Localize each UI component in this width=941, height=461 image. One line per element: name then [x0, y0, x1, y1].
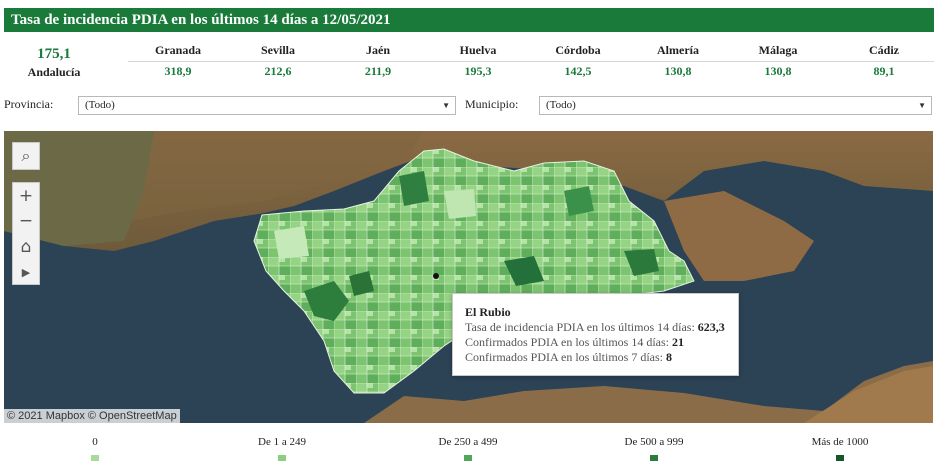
tooltip-line-label: Tasa de incidencia PDIA en los últimos 1… [465, 320, 698, 334]
legend-swatch [278, 455, 286, 461]
province-name: Córdoba [555, 43, 601, 57]
municipality-dark[interactable] [504, 256, 544, 286]
zoom-out-icon: − [18, 211, 34, 231]
municipio-label: Municipio: [465, 97, 519, 111]
province-jaen[interactable]: Jaén 211,9 [328, 40, 428, 82]
provincia-select-value: (Todo) [85, 99, 115, 111]
tooltip-line-label: Confirmados PDIA en los últimos 7 días: [465, 350, 666, 364]
municipality-mid[interactable] [564, 186, 594, 216]
selected-marker[interactable] [433, 273, 439, 279]
home-button[interactable]: ⌂ [13, 235, 39, 259]
province-value: 211,9 [364, 64, 392, 78]
province-cordoba[interactable]: Córdoba 142,5 [528, 40, 628, 82]
municipio-select[interactable]: (Todo) ▼ [539, 96, 932, 115]
andalucia-value: 175,1 [37, 46, 71, 62]
province-value: 130,8 [664, 64, 692, 78]
satellite-map [4, 131, 933, 423]
province-value: 89,1 [873, 64, 895, 78]
province-huelva[interactable]: Huelva 195,3 [428, 40, 528, 82]
municipality-light[interactable] [274, 226, 309, 259]
province-name: Granada [154, 43, 201, 57]
tooltip-line: Confirmados PDIA en los últimos 14 días:… [465, 335, 726, 350]
andalucia-label: Andalucía [27, 65, 81, 79]
africa-land-east [804, 366, 933, 423]
province-name: Málaga [758, 43, 798, 57]
legend-label: 0 [92, 436, 98, 448]
legend-label: De 250 a 499 [438, 436, 498, 448]
africa-land [364, 361, 933, 423]
map-tooltip: El Rubio Tasa de incidencia PDIA en los … [452, 293, 739, 376]
legend-label: De 1 a 249 [258, 436, 306, 448]
incidence-map[interactable]: ⌕ + − ⌂ ▶ © 2021 Mapbox © OpenStreetMap … [4, 131, 933, 423]
home-icon: ⌂ [20, 237, 32, 257]
play-button[interactable]: ▶ [13, 260, 39, 284]
provincia-label: Provincia: [4, 97, 54, 111]
province-name: Almería [657, 43, 699, 57]
province-divider [128, 61, 934, 62]
legend-swatch [91, 455, 99, 461]
province-value: 212,6 [264, 64, 292, 78]
chevron-down-icon[interactable]: ▼ [918, 101, 926, 110]
east-land [664, 191, 814, 281]
province-name: Jaén [366, 43, 390, 57]
search-icon: ⌕ [21, 146, 31, 165]
zoom-in-icon: + [18, 186, 34, 206]
legend-swatch [650, 455, 658, 461]
chevron-down-icon[interactable]: ▼ [442, 101, 450, 110]
province-value: 130,8 [764, 64, 792, 78]
map-legend: 0 De 1 a 249 De 250 a 499 De 500 a 999 M… [0, 436, 941, 461]
legend-label: De 500 a 999 [624, 436, 684, 448]
filter-bar: Provincia: (Todo) ▼ Municipio: (Todo) ▼ [0, 94, 941, 118]
map-attribution[interactable]: © 2021 Mapbox © OpenStreetMap [4, 409, 180, 423]
legend-item: 0 [35, 436, 155, 461]
province-malaga[interactable]: Málaga 130,8 [728, 40, 828, 82]
tooltip-line-value: 623,3 [697, 320, 725, 334]
tooltip-line-value: 21 [672, 335, 684, 349]
municipality-dark[interactable] [304, 281, 349, 321]
municipio-select-value: (Todo) [546, 99, 576, 111]
andalucia-total: 175,1 Andalucía [4, 44, 104, 80]
zoom-out-button[interactable]: − [13, 209, 39, 233]
province-sevilla[interactable]: Sevilla 212,6 [228, 40, 328, 82]
province-name: Huelva [459, 43, 497, 57]
zoom-in-button[interactable]: + [13, 184, 39, 208]
portugal-land [4, 131, 154, 246]
legend-label: Más de 1000 [811, 436, 869, 448]
play-icon: ▶ [21, 265, 31, 279]
municipality-dark[interactable] [399, 171, 429, 206]
province-value: 195,3 [464, 64, 492, 78]
legend-item: Más de 1000 [780, 436, 900, 461]
municipality-dark[interactable] [624, 249, 659, 276]
legend-item: De 1 a 249 [222, 436, 342, 461]
map-search-button[interactable]: ⌕ [12, 142, 40, 170]
tooltip-line: Tasa de incidencia PDIA en los últimos 1… [465, 320, 726, 335]
legend-swatch [464, 455, 472, 461]
province-value: 318,9 [164, 64, 192, 78]
provincia-select[interactable]: (Todo) ▼ [78, 96, 456, 115]
tooltip-line-label: Confirmados PDIA en los últimos 14 días: [465, 335, 672, 349]
tooltip-line: Confirmados PDIA en los últimos 7 días: … [465, 350, 726, 365]
tooltip-line-value: 8 [666, 350, 672, 364]
legend-item: De 500 a 999 [594, 436, 714, 461]
municipality-light[interactable] [444, 189, 476, 219]
province-table: Granada 318,9 Sevilla 212,6 Jaén 211,9 H… [128, 40, 934, 82]
province-value: 142,5 [564, 64, 592, 78]
province-almeria[interactable]: Almería 130,8 [628, 40, 728, 82]
legend-item: De 250 a 499 [408, 436, 528, 461]
province-name: Cádiz [869, 43, 899, 57]
province-granada[interactable]: Granada 318,9 [128, 40, 228, 82]
page-title: Tasa de incidencia PDIA en los últimos 1… [4, 8, 934, 32]
province-name: Sevilla [260, 43, 295, 57]
incidence-summary: 175,1 Andalucía Granada 318,9 Sevilla 21… [4, 40, 934, 86]
municipality-dark[interactable] [349, 271, 374, 296]
map-zoom-controls: + − ⌂ ▶ [12, 182, 40, 285]
legend-swatch [836, 455, 844, 461]
province-cadiz[interactable]: Cádiz 89,1 [834, 40, 934, 82]
tooltip-title: El Rubio [465, 305, 511, 319]
